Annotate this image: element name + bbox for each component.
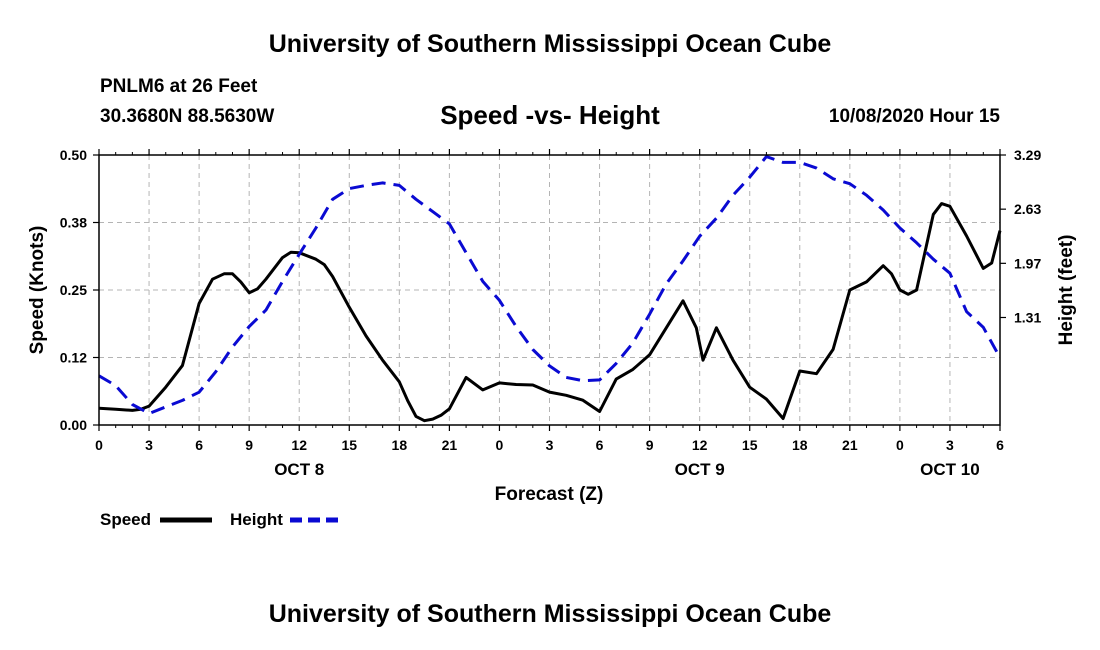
x-tick-label: 3 (946, 437, 954, 453)
chart-subtitle: Speed -vs- Height (440, 100, 660, 130)
chart-title-top: University of Southern Mississippi Ocean… (268, 30, 832, 58)
x-tick-label: 3 (145, 437, 153, 453)
x-tick-label: 18 (392, 437, 408, 453)
y-right-tick-label: 3.29 (1014, 147, 1041, 163)
y-axis-right-title: Height (feet) (1056, 235, 1077, 346)
y-left-tick-label: 0.25 (60, 282, 87, 298)
legend-height-label: Height (230, 510, 283, 529)
x-tick-label: 0 (496, 437, 504, 453)
axis-labels: 0 3 6 9 12 15 18 21 0 3 6 9 12 15 18 21 0 3 6 OCT 8 OCT 9 OCT… (60, 147, 1042, 479)
chart-title-bottom: University of Southern Mississippi Ocean… (268, 600, 832, 628)
x-tick-label: 6 (195, 437, 203, 453)
y-left-tick-label: 0.12 (60, 350, 87, 366)
station-label: PNLM6 at 26 Feet (100, 76, 258, 97)
x-tick-label: 6 (996, 437, 1004, 453)
x-tick-label: 12 (291, 437, 307, 453)
x-tick-label: 0 (95, 437, 103, 453)
x-tick-label: 9 (245, 437, 253, 453)
x-tick-label: 9 (646, 437, 654, 453)
x-tick-label: 6 (596, 437, 604, 453)
datetime-label: 10/08/2020 Hour 15 (828, 106, 1000, 127)
x-tick-label: 15 (341, 437, 357, 453)
series-speed-line (98, 202, 1002, 423)
y-axis-left-title: Speed (Knots) (27, 226, 48, 355)
day-label: OCT 9 (675, 460, 725, 479)
coords-label: 30.3680N 88.5630W (100, 106, 275, 127)
y-right-tick-label: 2.63 (1014, 201, 1041, 217)
x-tick-label: 18 (792, 437, 808, 453)
legend-speed-label: Speed (100, 510, 151, 529)
y-left-tick-label: 0.00 (60, 417, 87, 433)
x-tick-label: 21 (442, 437, 458, 453)
y-right-tick-label: 1.97 (1014, 255, 1041, 271)
x-tick-label: 0 (896, 437, 904, 453)
y-left-tick-label: 0.38 (60, 215, 87, 231)
series-layer (98, 155, 1002, 423)
day-label: OCT 8 (274, 460, 324, 479)
day-label: OCT 10 (920, 460, 980, 479)
legend: Speed Height (100, 510, 342, 529)
series-height-line (98, 155, 1002, 415)
x-tick-label: 15 (742, 437, 758, 453)
x-axis-title: Forecast (Z) (495, 484, 604, 505)
y-left-tick-label: 0.50 (60, 147, 87, 163)
x-tick-label: 12 (692, 437, 708, 453)
x-tick-label: 3 (546, 437, 554, 453)
axis-ticks (93, 149, 1006, 431)
y-right-tick-label: 1.31 (1014, 309, 1041, 325)
x-tick-label: 21 (842, 437, 858, 453)
